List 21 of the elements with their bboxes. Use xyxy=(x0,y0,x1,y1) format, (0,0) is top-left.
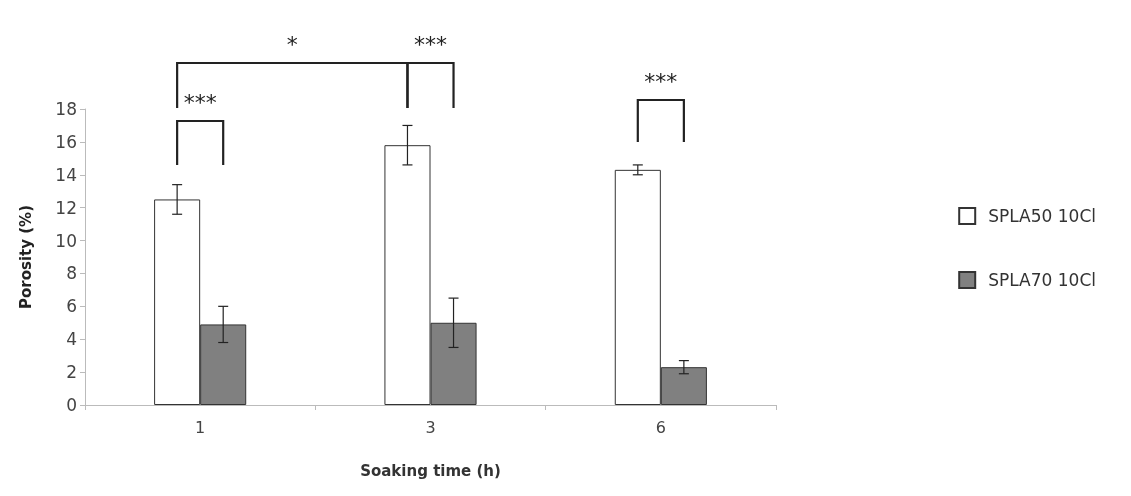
y-tick-label: 10 xyxy=(55,230,77,251)
text: * xyxy=(286,31,298,57)
y-tick-label: 18 xyxy=(55,99,77,119)
y-tick-label: 4 xyxy=(66,329,77,350)
annotation: *** xyxy=(183,89,217,115)
x-tick-label: 1 xyxy=(195,417,206,437)
y-tick-label: 8 xyxy=(66,263,77,284)
text: *** xyxy=(414,31,447,57)
y-tick-label: 2 xyxy=(66,362,77,383)
x-axis-title: Soaking time (h) xyxy=(360,461,501,480)
text: *** xyxy=(644,68,678,94)
x-tick-label: 3 xyxy=(425,417,436,437)
y-tick-label: 12 xyxy=(55,197,77,218)
x-tick-label: 6 xyxy=(655,417,666,437)
legend-label: SPLA70 10Cl xyxy=(988,270,1096,290)
y-tick-label: 14 xyxy=(55,164,77,185)
y-tick-label: 16 xyxy=(55,131,77,152)
y-tick-label: 0 xyxy=(66,395,77,415)
y-tick-label: 6 xyxy=(66,296,77,317)
y-axis-title: Porosity (%) xyxy=(16,205,35,309)
legend-label: SPLA50 10Cl xyxy=(988,206,1096,226)
